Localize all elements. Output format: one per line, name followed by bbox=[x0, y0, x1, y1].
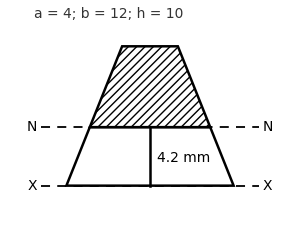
Text: 4.2 mm: 4.2 mm bbox=[157, 151, 210, 164]
Text: a = 4; b = 12; h = 10: a = 4; b = 12; h = 10 bbox=[34, 7, 184, 21]
Text: X: X bbox=[28, 179, 37, 193]
Text: N: N bbox=[263, 120, 273, 134]
Polygon shape bbox=[66, 127, 234, 186]
Text: N: N bbox=[27, 120, 37, 134]
Text: X: X bbox=[263, 179, 272, 193]
Polygon shape bbox=[90, 46, 210, 127]
